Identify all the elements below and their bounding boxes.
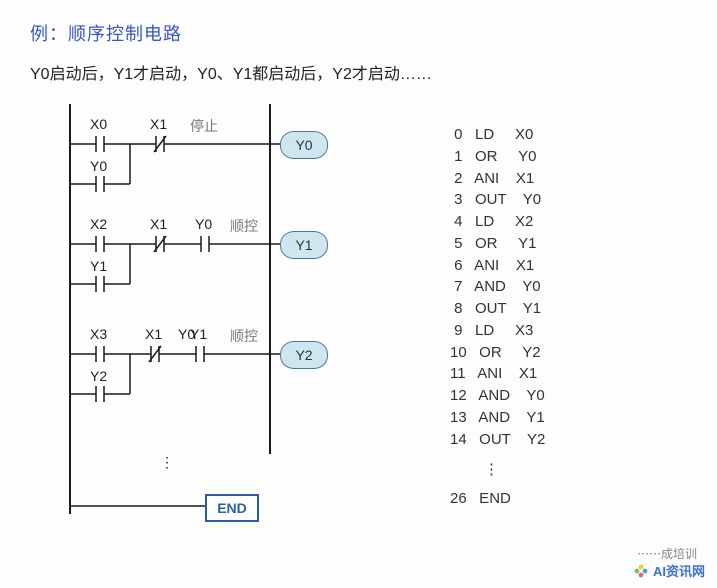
- example-description: Y0启动后，Y1才启动，Y0、Y1都启动后，Y2才启动……: [30, 60, 687, 84]
- watermark-small: ⋯⋯成培训: [637, 545, 697, 562]
- instruction-row: 11 ANI X1: [450, 363, 545, 385]
- ladder-label: X2: [90, 216, 107, 232]
- ladder-label: 顺控: [230, 326, 258, 346]
- instruction-end: 26 END: [450, 488, 545, 510]
- vertical-dots: ⋮: [484, 460, 545, 478]
- ladder-label: 停止: [190, 116, 218, 136]
- flower-icon: [633, 563, 649, 579]
- ladder-label: Y2: [90, 368, 107, 384]
- instruction-row: 5 OR Y1: [450, 233, 545, 255]
- instruction-row: 9 LD X3: [450, 320, 545, 342]
- output-coil: Y0: [280, 131, 328, 159]
- ladder-label: X0: [90, 116, 107, 132]
- instruction-row: 0 LD X0: [450, 124, 545, 146]
- watermark-text: AI资讯网: [653, 561, 705, 580]
- ladder-label: Y0: [178, 326, 195, 342]
- instruction-row: 2 ANI X1: [450, 168, 545, 190]
- ladder-label: X1: [150, 116, 167, 132]
- ladder-label: Y1: [90, 258, 107, 274]
- ladder-diagram: X0X1Y0停止Y0X2X1Y0Y1顺控Y1X3X1Y1Y2顺控Y0Y2⋮END: [30, 94, 370, 554]
- instruction-row: 8 OUT Y1: [450, 298, 545, 320]
- instruction-row: 14 OUT Y2: [450, 429, 545, 451]
- instruction-row: 1 OR Y0: [450, 146, 545, 168]
- instruction-row: 13 AND Y1: [450, 407, 545, 429]
- instruction-row: 10 OR Y2: [450, 342, 545, 364]
- output-coil: Y2: [280, 341, 328, 369]
- ladder-label: X1: [150, 216, 167, 232]
- instruction-row: 6 ANI X1: [450, 255, 545, 277]
- ladder-label: 顺控: [230, 216, 258, 236]
- end-box: END: [205, 494, 259, 522]
- instruction-row: 12 AND Y0: [450, 385, 545, 407]
- instruction-row: 7 AND Y0: [450, 276, 545, 298]
- ladder-label: X1: [145, 326, 162, 342]
- output-coil: Y1: [280, 231, 328, 259]
- ladder-label: ⋮: [160, 454, 174, 471]
- content-row: X0X1Y0停止Y0X2X1Y0Y1顺控Y1X3X1Y1Y2顺控Y0Y2⋮END…: [30, 94, 687, 554]
- ladder-label: X3: [90, 326, 107, 342]
- instruction-row: 4 LD X2: [450, 211, 545, 233]
- ladder-label: Y0: [90, 158, 107, 174]
- ladder-label: Y0: [195, 216, 212, 232]
- watermark-logo: AI资讯网: [633, 561, 705, 580]
- instruction-list: 0 LD X0 1 OR Y0 2 ANI X1 3 OUT Y0 4 LD X…: [450, 124, 545, 510]
- example-title: 例：顺序控制电路: [30, 20, 687, 46]
- instruction-row: 3 OUT Y0: [450, 189, 545, 211]
